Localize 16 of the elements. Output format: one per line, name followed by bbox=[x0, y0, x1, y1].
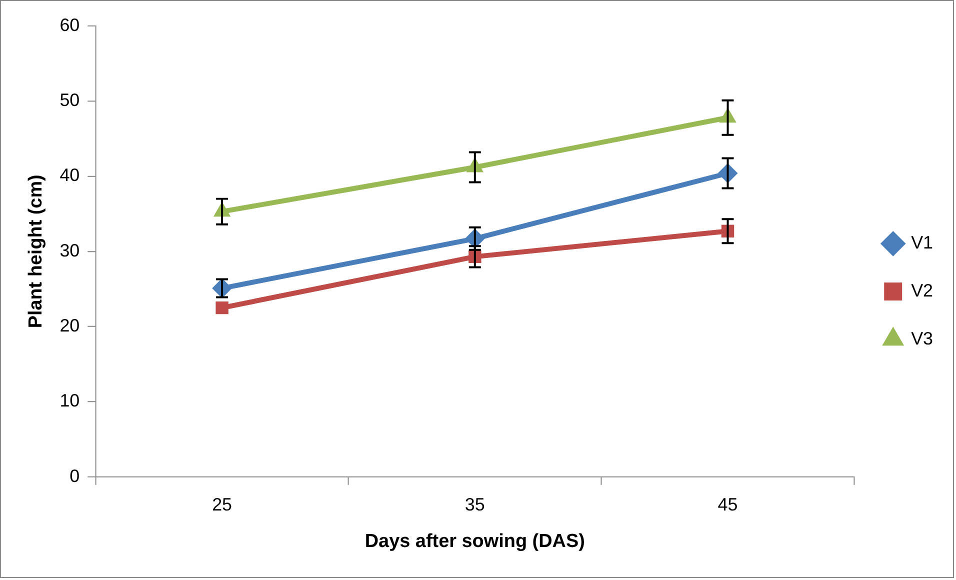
y-tick-label: 30 bbox=[60, 240, 80, 260]
y-tick-label: 50 bbox=[60, 90, 80, 110]
point bbox=[216, 301, 228, 314]
y-tick-label: 0 bbox=[70, 466, 80, 486]
x-tick-label: 35 bbox=[464, 494, 485, 515]
legend-label: V2 bbox=[911, 280, 934, 300]
y-tick-label: 20 bbox=[60, 316, 80, 336]
x-axis-title: Days after sowing (DAS) bbox=[364, 530, 585, 552]
legend-label: V1 bbox=[911, 232, 934, 253]
y-tick-label: 40 bbox=[60, 165, 80, 186]
legend-label: V3 bbox=[911, 328, 934, 348]
y-axis-title: Plant height (cm) bbox=[26, 174, 47, 328]
x-tick-label: 45 bbox=[718, 494, 738, 515]
y-tick-label: 10 bbox=[60, 390, 80, 411]
x-tick-label: 25 bbox=[212, 494, 232, 515]
y-tick-label: 60 bbox=[60, 14, 80, 35]
